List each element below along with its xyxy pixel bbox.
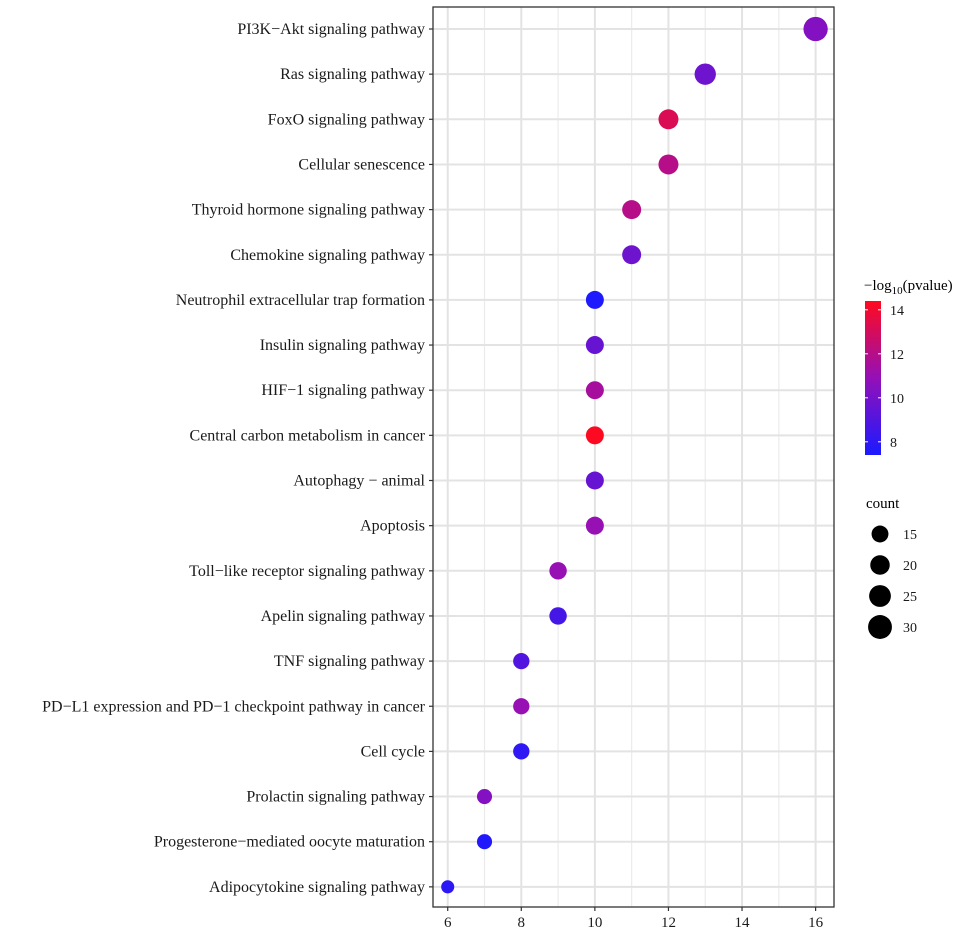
- data-point: [513, 698, 530, 715]
- x-tick-label: 8: [518, 915, 526, 931]
- plot-panel-border: [432, 6, 835, 908]
- data-point: [513, 743, 530, 760]
- y-tick-label: Prolactin signaling pathway: [246, 789, 425, 806]
- y-tick-label: Insulin signaling pathway: [260, 337, 425, 354]
- y-axis: PI3K−Akt signaling pathway Ras signaling …: [42, 21, 433, 896]
- size-legend-title: count: [866, 496, 900, 512]
- grid-lines: [433, 7, 834, 907]
- y-tick-label: Toll−like receptor signaling pathway: [189, 563, 425, 580]
- y-tick-label: Progesterone−mediated oocyte maturation: [154, 834, 425, 851]
- data-point: [658, 109, 679, 130]
- size-legend-key: [871, 525, 889, 543]
- data-point: [585, 426, 604, 445]
- data-point: [585, 516, 604, 535]
- data-point: [476, 788, 493, 805]
- y-tick-label: Apoptosis: [360, 518, 425, 535]
- x-tick-label: 12: [661, 915, 676, 931]
- y-tick-label: TNF signaling pathway: [274, 653, 425, 670]
- data-point: [549, 607, 567, 625]
- data-point: [476, 834, 493, 850]
- y-tick-label: Apelin signaling pathway: [261, 608, 425, 625]
- size-legend-key: [868, 615, 892, 639]
- y-tick-label: Cellular senescence: [298, 156, 425, 173]
- color-legend-title: −log10(pvalue): [864, 278, 953, 297]
- size-legend-label: 20: [903, 559, 917, 574]
- y-tick-label: Ras signaling pathway: [280, 66, 425, 83]
- data-point: [694, 63, 716, 85]
- x-axis: 6 8 10 12 14 16: [444, 907, 824, 931]
- data-point: [585, 336, 604, 355]
- color-bar-tick-label: 14: [890, 304, 904, 319]
- y-tick-label: Thyroid hormone signaling pathway: [192, 202, 425, 219]
- size-legend-label: 30: [903, 621, 917, 636]
- data-point: [585, 471, 604, 490]
- size-legend-label: 25: [903, 590, 917, 605]
- color-bar-tick-label: 8: [890, 436, 897, 451]
- data-point: [622, 200, 642, 220]
- size-legend: count 15 20 25 30: [866, 496, 917, 639]
- color-bar-ticks: 8 10 12 14: [865, 304, 904, 451]
- y-tick-label: Central carbon metabolism in cancer: [190, 427, 426, 444]
- color-legend: −log10(pvalue) 8 10 12 14: [864, 278, 953, 455]
- size-legend-key: [869, 585, 891, 607]
- x-tick-label: 10: [587, 915, 602, 931]
- data-point: [585, 290, 604, 309]
- x-tick-label: 16: [808, 915, 824, 931]
- plot-panel-background: [433, 7, 834, 907]
- data-point: [585, 381, 604, 400]
- y-tick-label: FoxO signaling pathway: [268, 111, 425, 128]
- y-tick-label: HIF−1 signaling pathway: [261, 382, 425, 399]
- color-bar: [865, 301, 881, 455]
- y-tick-label: Autophagy − animal: [293, 473, 425, 490]
- y-tick-label: Adipocytokine signaling pathway: [209, 879, 425, 896]
- y-tick-label: PI3K−Akt signaling pathway: [237, 21, 425, 38]
- size-legend-items: 15 20 25 30: [868, 525, 917, 639]
- y-tick-label: Neutrophil extracellular trap formation: [176, 292, 425, 309]
- color-bar-tick-label: 12: [890, 348, 904, 363]
- y-tick-label: Chemokine signaling pathway: [230, 247, 425, 264]
- y-tick-label: Cell cycle: [361, 743, 425, 760]
- data-point: [803, 16, 828, 42]
- y-tick-label: PD−L1 expression and PD−1 checkpoint pat…: [42, 698, 426, 715]
- data-points: [441, 16, 828, 894]
- data-point: [549, 562, 567, 580]
- color-bar-tick-label: 10: [890, 392, 904, 407]
- size-legend-label: 15: [903, 528, 917, 543]
- data-point: [513, 652, 530, 670]
- data-point: [441, 880, 455, 894]
- data-point: [622, 245, 642, 265]
- x-tick-label: 14: [735, 915, 751, 931]
- x-tick-label: 6: [444, 915, 452, 931]
- data-point: [658, 154, 679, 175]
- size-legend-key: [870, 555, 890, 575]
